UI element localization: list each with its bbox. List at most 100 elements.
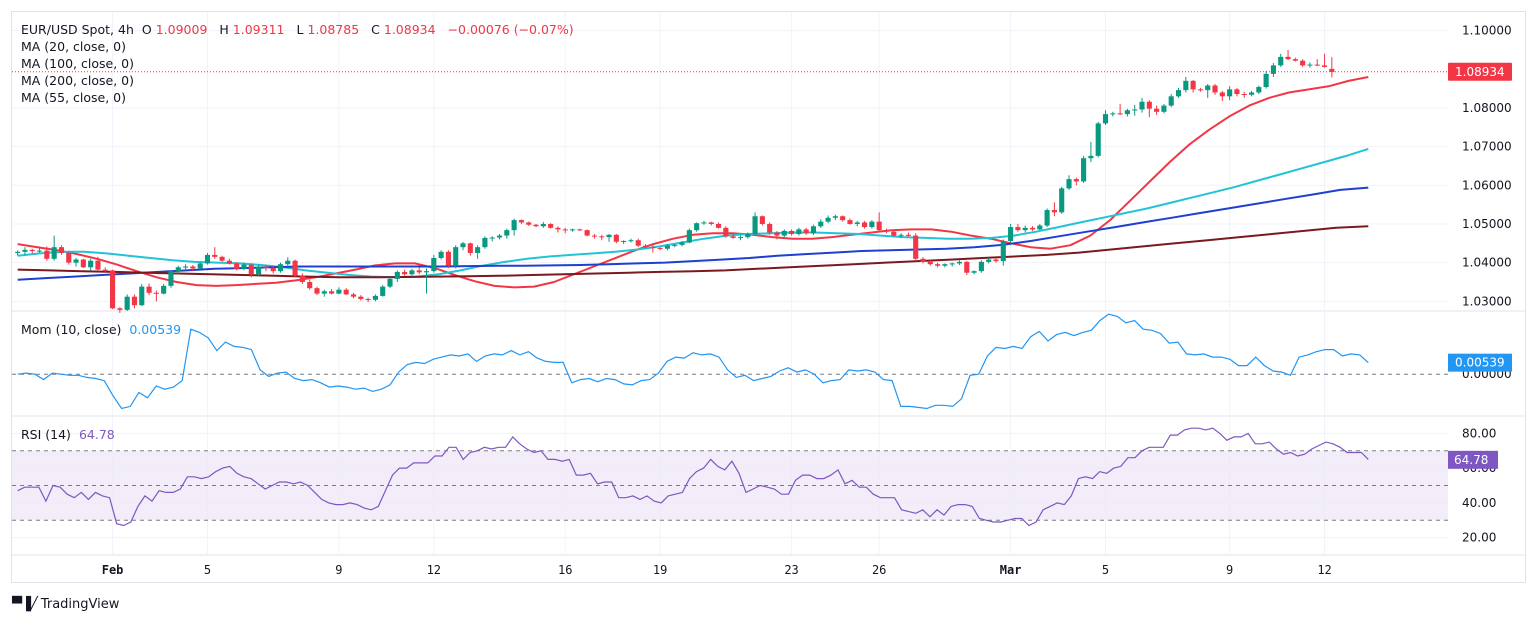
candle-body bbox=[1321, 65, 1328, 67]
candle-body bbox=[1227, 89, 1233, 97]
tradingview-brand[interactable]: ▀▐╱ TradingView bbox=[12, 597, 119, 612]
candles bbox=[15, 49, 1335, 313]
legend-rsi[interactable]: RSI (14) 64.78 bbox=[21, 426, 119, 443]
candle-body bbox=[58, 247, 65, 253]
candle-body bbox=[891, 231, 897, 236]
rsi-axis-label: 20.00 bbox=[1462, 531, 1496, 545]
candle-body bbox=[1278, 56, 1284, 66]
time-axis-label: 19 bbox=[653, 563, 667, 577]
price-badges: 1.08934 0.00539 64.78 bbox=[12, 62, 1512, 469]
candle-body bbox=[204, 254, 211, 264]
candle-body bbox=[664, 245, 671, 249]
candle-body bbox=[423, 271, 430, 273]
candle-body bbox=[1146, 101, 1152, 109]
candle-body bbox=[796, 229, 802, 235]
candle-body bbox=[1248, 92, 1255, 95]
candle-body bbox=[964, 261, 970, 273]
candle-body bbox=[1015, 227, 1021, 231]
candle-body bbox=[803, 229, 809, 234]
candle-body bbox=[1095, 123, 1101, 156]
time-axis-label: 23 bbox=[784, 563, 798, 577]
rsi-value-badge-text: 64.78 bbox=[1454, 453, 1488, 467]
open-label: O bbox=[141, 22, 152, 37]
candle-body bbox=[781, 230, 787, 236]
candle-body bbox=[1256, 87, 1262, 93]
candle-body bbox=[628, 240, 634, 242]
candle-body bbox=[978, 261, 984, 272]
rsi-band bbox=[12, 450, 1448, 521]
price-axis-label: 1.10000 bbox=[1462, 24, 1512, 38]
legend-ma100[interactable]: MA (100, close, 0) bbox=[21, 56, 134, 71]
rsi-series bbox=[17, 427, 1369, 527]
candle-body bbox=[416, 270, 422, 273]
candle-body bbox=[73, 259, 79, 263]
candle-body bbox=[131, 296, 138, 306]
candle-body bbox=[285, 260, 291, 265]
candle-body bbox=[66, 252, 72, 263]
candle-body bbox=[511, 220, 517, 231]
candle-body bbox=[336, 289, 342, 294]
candle-body bbox=[277, 264, 284, 272]
candle-body bbox=[1139, 101, 1145, 110]
price-axis-label: 1.07000 bbox=[1462, 140, 1512, 154]
candle-body bbox=[431, 258, 437, 272]
candle-body bbox=[402, 271, 408, 275]
candle-body bbox=[394, 271, 400, 279]
candle-body bbox=[1008, 227, 1014, 241]
candle-body bbox=[80, 259, 86, 268]
candle-body bbox=[883, 230, 890, 232]
candle-body bbox=[569, 229, 576, 231]
candle-body bbox=[577, 229, 583, 231]
legend-ma200[interactable]: MA (200, close, 0) bbox=[21, 73, 134, 88]
candle-body bbox=[467, 243, 473, 253]
candle-body bbox=[263, 266, 269, 269]
legend-ma55[interactable]: MA (55, close, 0) bbox=[21, 90, 127, 105]
candle-body bbox=[1124, 110, 1130, 115]
candle-body bbox=[102, 269, 108, 271]
candle-body bbox=[1183, 80, 1189, 91]
legend-momentum[interactable]: Mom (10, close) 0.00539 bbox=[21, 321, 185, 338]
legend-ma20[interactable]: MA (20, close, 0) bbox=[21, 39, 127, 54]
rsi-value-badge bbox=[1448, 450, 1498, 469]
candle-body bbox=[445, 251, 451, 266]
candle-body bbox=[650, 247, 656, 249]
candle-body bbox=[1110, 113, 1116, 115]
candle-body bbox=[548, 223, 554, 228]
candle-body bbox=[862, 222, 868, 228]
candle-body bbox=[1300, 60, 1306, 66]
candle-body bbox=[1059, 188, 1065, 213]
close-label: C bbox=[371, 22, 380, 37]
candle-body bbox=[117, 308, 123, 310]
candle-body bbox=[161, 285, 167, 294]
candle-body bbox=[15, 251, 21, 253]
candle-body bbox=[701, 222, 707, 224]
candle-body bbox=[175, 267, 181, 272]
candle-body bbox=[197, 263, 203, 269]
candle-body bbox=[168, 271, 174, 286]
candle-body bbox=[635, 240, 641, 246]
rsi-title: RSI (14) bbox=[21, 427, 71, 442]
rsi-line bbox=[17, 427, 1369, 527]
candle-body bbox=[1285, 56, 1291, 60]
candle-body bbox=[1102, 114, 1109, 124]
candle-body bbox=[489, 237, 495, 239]
rsi-background-band bbox=[12, 450, 1448, 521]
high-value: 1.09311 bbox=[232, 22, 285, 37]
candle-body bbox=[730, 236, 736, 238]
candle-body bbox=[343, 289, 349, 295]
candle-body bbox=[745, 234, 751, 238]
time-axis-label: 26 bbox=[872, 563, 886, 577]
candle-body bbox=[555, 227, 561, 230]
candle-body bbox=[1000, 240, 1006, 262]
candle-body bbox=[927, 261, 933, 265]
candle-body bbox=[139, 286, 145, 306]
candle-body bbox=[460, 243, 466, 248]
candle-body bbox=[679, 242, 685, 245]
candle-body bbox=[876, 221, 882, 231]
candle-body bbox=[153, 292, 159, 294]
momentum-value: 0.00539 bbox=[129, 322, 182, 337]
candle-body bbox=[810, 226, 817, 234]
candle-body bbox=[694, 223, 700, 231]
candle-body bbox=[1205, 85, 1211, 91]
